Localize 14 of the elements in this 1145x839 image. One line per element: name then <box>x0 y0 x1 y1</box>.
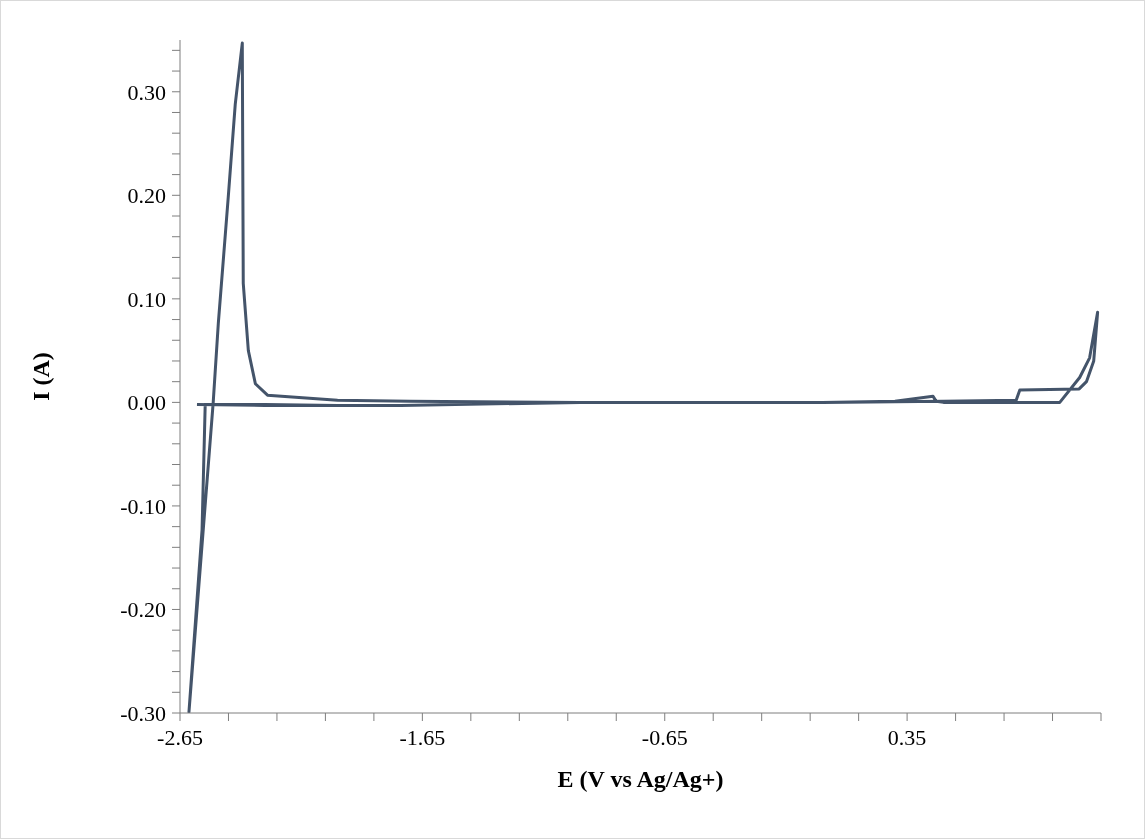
x-tick-label: -2.65 <box>157 724 203 750</box>
y-axis-title: I (A) <box>27 352 54 401</box>
y-tick-label: 0.00 <box>127 390 166 416</box>
y-tick-label: -0.20 <box>120 597 166 623</box>
y-tick-label: 0.10 <box>127 286 166 312</box>
y-tick-label: 0.30 <box>127 79 166 105</box>
y-tick-label: -0.30 <box>120 700 166 726</box>
x-axis-title: E (V vs Ag/Ag+) <box>557 766 724 792</box>
y-tick-label: 0.20 <box>127 183 166 209</box>
x-tick-label: -0.65 <box>641 724 688 750</box>
x-tick-label: 0.35 <box>887 724 927 750</box>
line-series <box>187 41 1100 713</box>
y-tick-label: -0.10 <box>120 493 166 519</box>
x-tick-label: -1.65 <box>399 724 446 750</box>
